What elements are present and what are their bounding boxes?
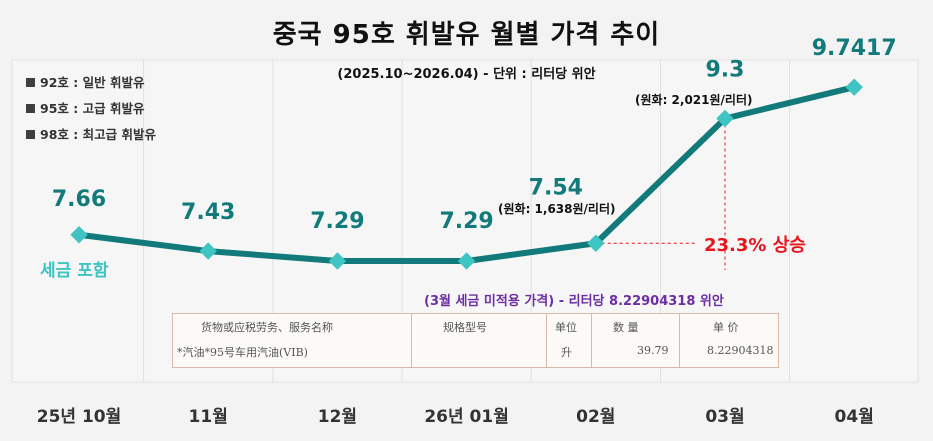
chart-subtitle: (2025.10~2026.04) - 단위 : 리터당 위안 [337, 67, 596, 82]
x-tick-label: 03월 [705, 407, 744, 427]
invoice-divider [591, 314, 592, 367]
x-tick-label: 04월 [835, 407, 874, 427]
data-point-marker [199, 242, 217, 260]
x-tick-label: 25년 10월 [37, 407, 122, 427]
legend-square-icon [26, 130, 35, 139]
invoice-cell: 8.22904318 [707, 344, 774, 357]
rise-percent-label: 23.3% 상승 [704, 235, 806, 256]
legend: 92호 : 일반 휘발유 95호 : 고급 휘발유 98호 : 최고급 휘발유 [26, 76, 156, 154]
data-point-marker [70, 226, 88, 244]
invoice-cell: 39.79 [637, 344, 669, 357]
invoice-header: 数 量 [613, 321, 639, 334]
tax-included-label: 세금 포함 [40, 261, 109, 281]
data-value-label: 7.29 [310, 209, 364, 234]
invoice-excerpt-image: 货物或应税劳务、服务名称 规格型号 单位 数 量 单 价 *汽油*95号车用汽油… [172, 313, 779, 368]
chart-title: 중국 95호 휘발유 월별 가격 추이 [272, 20, 661, 50]
krw-price-feb: (원화: 1,638원/리터) [498, 202, 616, 216]
x-tick-label: 26년 01월 [424, 407, 509, 427]
data-value-label: 9.3 [706, 57, 745, 82]
data-value-label: 9.7417 [812, 36, 897, 61]
data-value-label: 7.66 [52, 187, 106, 212]
data-point-marker [457, 252, 476, 270]
legend-square-icon [26, 78, 35, 87]
invoice-header: 单 价 [713, 321, 739, 334]
legend-item: 95호 : 고급 휘발유 [26, 102, 156, 128]
legend-label: 98호 : 최고급 휘발유 [40, 127, 156, 142]
march-untaxed-note: (3월 세금 미적용 가격) - 리터당 8.22904318 위안 [424, 294, 724, 309]
invoice-divider [411, 314, 412, 367]
data-value-label: 7.29 [439, 209, 493, 234]
x-tick-label: 11월 [189, 407, 228, 427]
legend-item: 98호 : 최고급 휘발유 [26, 128, 156, 154]
data-point-marker [587, 234, 605, 252]
legend-square-icon [26, 104, 35, 113]
data-point-marker [716, 109, 734, 128]
invoice-divider [546, 314, 547, 367]
invoice-header: 单位 [555, 321, 577, 334]
legend-label: 92호 : 일반 휘발유 [40, 75, 145, 90]
invoice-header: 规格型号 [443, 321, 487, 334]
invoice-divider [679, 314, 680, 367]
invoice-header: 货物或应税劳务、服务名称 [201, 321, 333, 334]
x-tick-label: 02월 [576, 407, 615, 427]
invoice-cell: 升 [561, 346, 572, 359]
data-point-marker [845, 78, 863, 96]
x-tick-label: 12월 [318, 407, 357, 427]
legend-label: 95호 : 고급 휘발유 [40, 101, 145, 116]
data-point-marker [328, 252, 347, 270]
legend-item: 92호 : 일반 휘발유 [26, 76, 156, 102]
krw-price-mar: (원화: 2,021원/리터) [635, 93, 753, 107]
data-value-label: 7.54 [529, 175, 583, 200]
invoice-cell: *汽油*95号车用汽油(VIB) [177, 346, 308, 359]
data-value-label: 7.43 [181, 200, 235, 225]
